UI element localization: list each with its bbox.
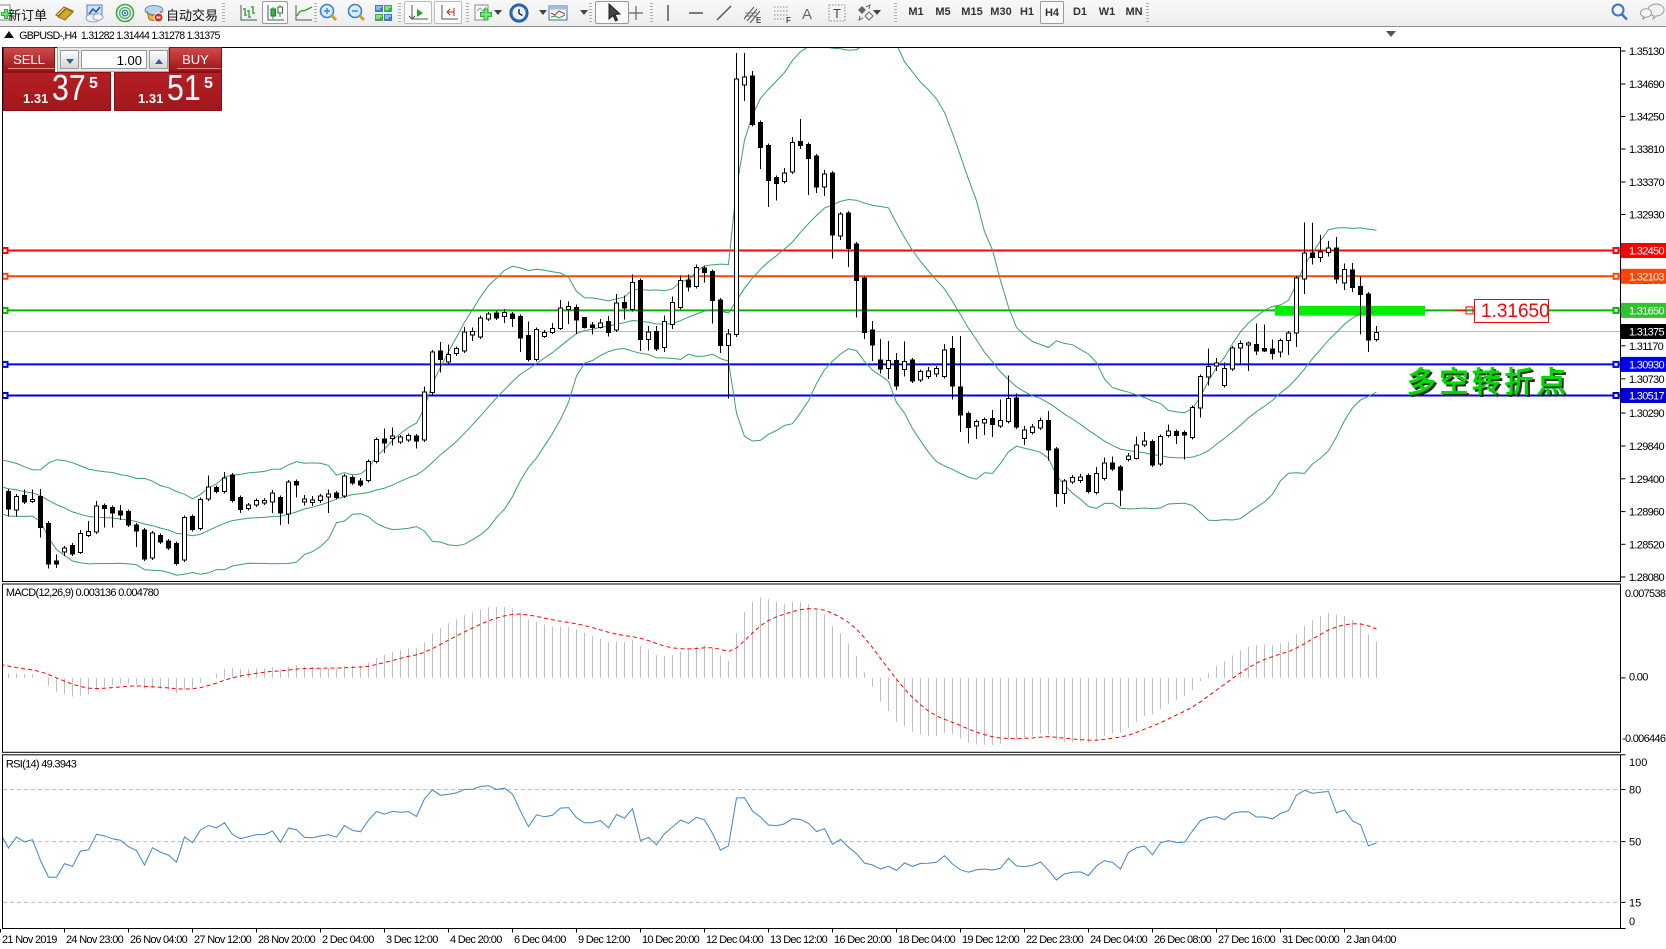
svg-text:10 Dec 20:00: 10 Dec 20:00: [642, 934, 700, 946]
svg-text:多空转折点: 多空转折点: [1407, 365, 1570, 399]
svg-text:21 Nov 2019: 21 Nov 2019: [2, 934, 57, 946]
svg-text:16 Dec 20:00: 16 Dec 20:00: [834, 934, 892, 946]
svg-text:RSI(14) 49.3943: RSI(14) 49.3943: [6, 759, 77, 771]
svg-text:12 Dec 04:00: 12 Dec 04:00: [706, 934, 764, 946]
svg-text:E: E: [756, 16, 761, 25]
svg-text:-0.006446: -0.006446: [1622, 733, 1666, 745]
svg-text:100: 100: [1629, 757, 1647, 769]
svg-text:1.31650: 1.31650: [1629, 306, 1664, 318]
svg-text:19 Dec 12:00: 19 Dec 12:00: [962, 934, 1020, 946]
svg-text:F: F: [786, 16, 791, 25]
svg-text:4 Dec 20:00: 4 Dec 20:00: [450, 934, 502, 946]
svg-text:27 Dec 16:00: 27 Dec 16:00: [1218, 934, 1276, 946]
svg-text:1.30290: 1.30290: [1629, 408, 1664, 420]
svg-text:1.32930: 1.32930: [1629, 210, 1664, 222]
svg-text:1.29840: 1.29840: [1629, 441, 1664, 453]
svg-text:MACD(12,26,9) 0.003136 0.00478: MACD(12,26,9) 0.003136 0.004780: [6, 587, 159, 599]
svg-text:1.30730: 1.30730: [1629, 374, 1664, 386]
svg-text:80: 80: [1629, 785, 1641, 797]
svg-text:28 Nov 20:00: 28 Nov 20:00: [258, 934, 316, 946]
svg-text:22 Dec 23:00: 22 Dec 23:00: [1026, 934, 1084, 946]
svg-text:0.00: 0.00: [1629, 671, 1648, 683]
svg-text:0: 0: [1629, 916, 1635, 928]
svg-text:50: 50: [1629, 837, 1641, 849]
svg-text:27 Nov 12:00: 27 Nov 12:00: [194, 934, 252, 946]
svg-text:1.31375: 1.31375: [1629, 327, 1664, 339]
svg-text:1.32450: 1.32450: [1629, 246, 1664, 258]
svg-text:1.29400: 1.29400: [1629, 474, 1664, 486]
svg-text:13 Dec 12:00: 13 Dec 12:00: [770, 934, 828, 946]
svg-text:1.31170: 1.31170: [1629, 341, 1664, 353]
svg-text:6 Dec 04:00: 6 Dec 04:00: [514, 934, 566, 946]
svg-text:1.31650: 1.31650: [1481, 301, 1550, 322]
svg-text:26 Dec 08:00: 26 Dec 08:00: [1154, 934, 1212, 946]
svg-text:1.34250: 1.34250: [1629, 112, 1664, 124]
svg-text:1.30517: 1.30517: [1629, 391, 1664, 403]
svg-text:24 Nov 23:00: 24 Nov 23:00: [66, 934, 124, 946]
svg-text:31 Dec 00:00: 31 Dec 00:00: [1282, 934, 1340, 946]
svg-text:9 Dec 12:00: 9 Dec 12:00: [578, 934, 630, 946]
svg-text:0.007538: 0.007538: [1625, 588, 1666, 600]
svg-text:15: 15: [1629, 897, 1641, 909]
svg-text:1.34690: 1.34690: [1629, 79, 1664, 91]
svg-text:2 Dec 04:00: 2 Dec 04:00: [322, 934, 374, 946]
svg-text:1.33810: 1.33810: [1629, 144, 1664, 156]
svg-text:1.33370: 1.33370: [1629, 177, 1664, 189]
svg-text:2 Jan 04:00: 2 Jan 04:00: [1346, 934, 1396, 946]
svg-text:1.28520: 1.28520: [1629, 539, 1664, 551]
svg-text:1.28080: 1.28080: [1629, 572, 1664, 584]
svg-text:24 Dec 04:00: 24 Dec 04:00: [1090, 934, 1148, 946]
svg-text:3 Dec 12:00: 3 Dec 12:00: [386, 934, 438, 946]
svg-text:26 Nov 04:00: 26 Nov 04:00: [130, 934, 188, 946]
svg-text:18 Dec 04:00: 18 Dec 04:00: [898, 934, 956, 946]
svg-text:1.30930: 1.30930: [1629, 360, 1664, 372]
svg-text:1.28960: 1.28960: [1629, 507, 1664, 519]
svg-text:1.35130: 1.35130: [1629, 46, 1664, 58]
svg-text:T: T: [833, 6, 841, 21]
svg-text:1.32103: 1.32103: [1629, 272, 1664, 284]
